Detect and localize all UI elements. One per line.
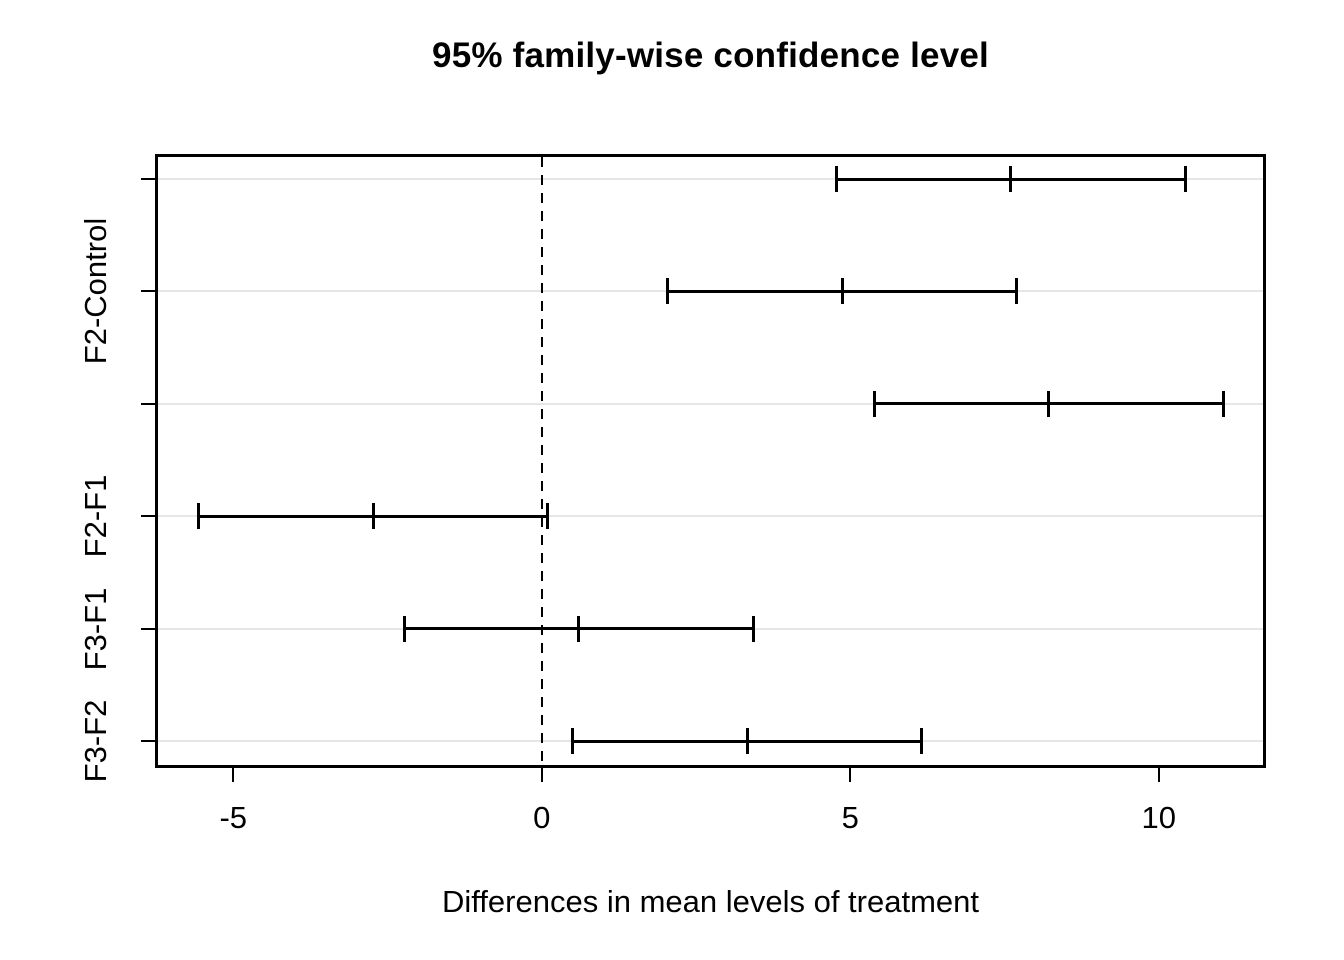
grid-line bbox=[158, 515, 1263, 518]
ci-upper-cap bbox=[1183, 166, 1187, 192]
ci-lower-cap bbox=[571, 728, 575, 754]
ci-point-estimate-tick bbox=[840, 278, 844, 305]
y-axis-tick bbox=[141, 178, 158, 180]
ci-lower-cap bbox=[197, 503, 201, 530]
zero-reference-line bbox=[540, 157, 543, 765]
y-axis-tick-label: F3-F2 bbox=[78, 699, 113, 783]
y-axis-tick bbox=[141, 740, 158, 742]
x-axis-tick bbox=[849, 765, 852, 782]
x-axis-tick-label: 10 bbox=[1141, 800, 1176, 835]
x-axis-tick bbox=[540, 765, 543, 782]
plot-border-box bbox=[155, 154, 1266, 768]
ci-upper-cap bbox=[751, 615, 755, 642]
ci-point-estimate-tick bbox=[577, 615, 581, 642]
x-axis-title: Differences in mean levels of treatment bbox=[441, 884, 980, 919]
ci-lower-cap bbox=[666, 278, 670, 305]
y-axis-tick bbox=[141, 515, 158, 518]
y-axis-tick bbox=[141, 627, 158, 630]
ci-upper-cap bbox=[1015, 278, 1019, 305]
ci-upper-cap bbox=[546, 503, 550, 530]
ci-upper-cap bbox=[1222, 390, 1225, 417]
chart-title: 95% family-wise confidence level bbox=[432, 36, 989, 75]
ci-lower-cap bbox=[402, 615, 406, 642]
y-axis-tick-label: F3-F1 bbox=[78, 587, 113, 670]
x-axis-tick bbox=[1157, 765, 1160, 782]
x-axis-tick-label: 5 bbox=[841, 800, 859, 835]
ci-point-estimate-tick bbox=[745, 728, 749, 754]
y-axis-tick bbox=[141, 402, 158, 405]
x-axis-tick-label: 0 bbox=[533, 800, 551, 835]
x-axis-tick bbox=[232, 765, 235, 782]
grid-line bbox=[158, 178, 1263, 180]
grid-line bbox=[158, 402, 1263, 405]
ci-point-estimate-tick bbox=[1009, 166, 1013, 192]
y-axis-tick-label: F2-F1 bbox=[78, 474, 113, 558]
ci-lower-cap bbox=[834, 166, 838, 192]
ci-lower-cap bbox=[872, 390, 876, 417]
ci-point-estimate-tick bbox=[371, 503, 375, 530]
ci-point-estimate-tick bbox=[1047, 390, 1051, 417]
ci-upper-cap bbox=[920, 728, 924, 754]
y-axis-tick-label: F2-Control bbox=[78, 218, 113, 365]
y-axis-tick bbox=[141, 290, 158, 293]
x-axis-tick-label: -5 bbox=[219, 800, 248, 835]
